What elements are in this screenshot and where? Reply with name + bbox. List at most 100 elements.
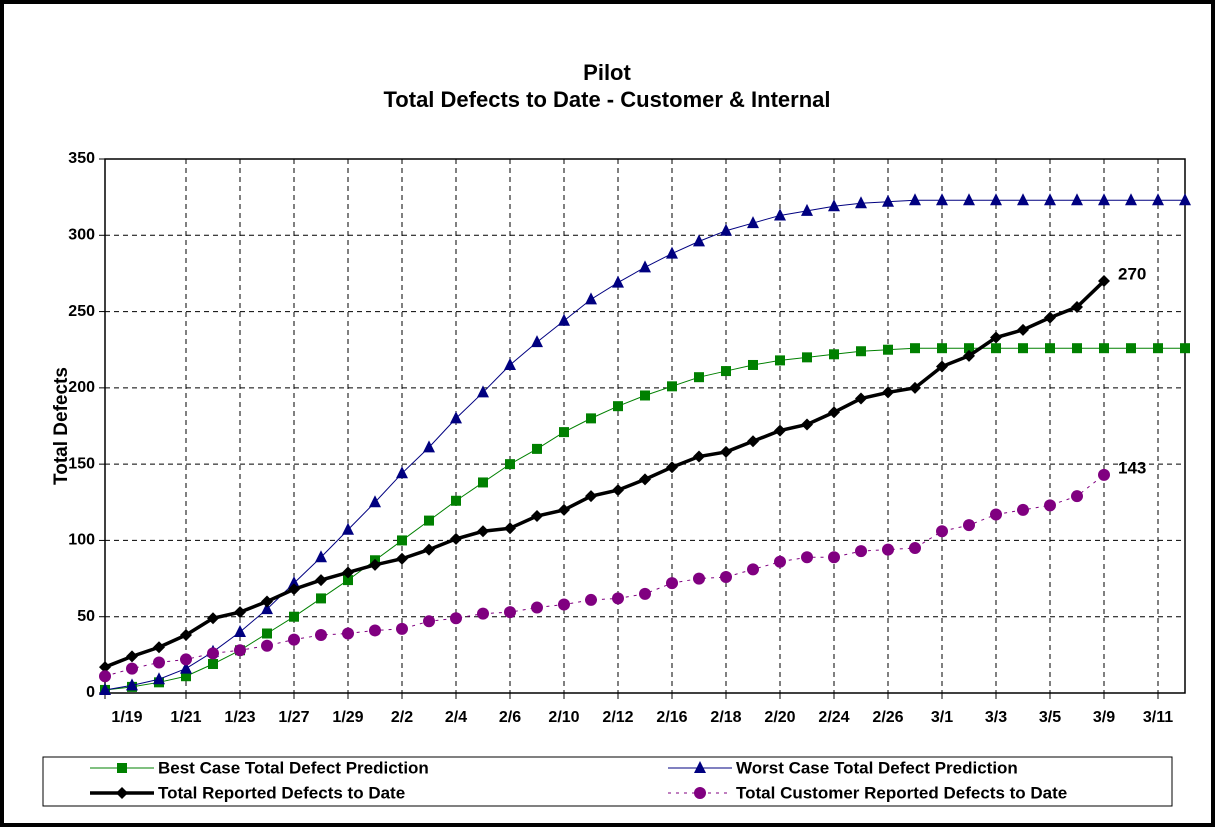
data-point [208, 659, 218, 670]
legend-box [42, 756, 1173, 807]
data-point [720, 571, 732, 584]
data-point [963, 349, 975, 362]
data-point [181, 671, 191, 682]
data-point [153, 656, 165, 669]
y-tick-label: 150 [68, 455, 95, 472]
data-point [828, 199, 840, 212]
x-tick-label: 3/11 [1143, 709, 1173, 726]
data-point [234, 606, 246, 619]
data-point [990, 193, 1002, 206]
data-point [451, 495, 461, 506]
data-point [666, 461, 678, 474]
data-label: 270 [1118, 265, 1146, 284]
x-tick-label: 1/19 [111, 709, 142, 726]
x-tick-label: 2/4 [445, 709, 467, 726]
data-point [369, 495, 381, 508]
data-point [126, 650, 138, 663]
data-point [612, 275, 624, 288]
data-point [531, 601, 543, 614]
data-point [694, 372, 704, 383]
chart-subtitle: Total Defects to Date - Customer & Inter… [384, 87, 831, 112]
data-point [477, 607, 489, 620]
plot-border [104, 158, 1186, 694]
data-point [1017, 503, 1029, 516]
data-point [612, 592, 624, 605]
data-point [261, 595, 273, 608]
data-point [477, 385, 489, 398]
y-tick-label: 250 [68, 303, 95, 320]
data-point [612, 484, 624, 497]
data-point [828, 406, 840, 419]
data-point [1044, 311, 1056, 324]
data-point [1179, 193, 1191, 206]
data-point [1071, 300, 1083, 313]
data-point [234, 624, 246, 637]
data-point [666, 246, 678, 259]
x-tick-label: 1/21 [170, 709, 201, 726]
data-point [342, 522, 354, 535]
data-point [504, 357, 516, 370]
data-point [315, 550, 327, 563]
data-point [1017, 323, 1029, 336]
data-point [532, 443, 542, 454]
data-point [288, 583, 300, 596]
data-point [855, 392, 867, 405]
legend-marker [116, 787, 128, 799]
data-point [477, 525, 489, 538]
data-point [720, 445, 732, 458]
x-tick-label: 2/26 [872, 709, 903, 726]
data-point [801, 418, 813, 431]
data-point [963, 193, 975, 206]
data-point [450, 411, 462, 424]
data-point [1071, 490, 1083, 503]
data-point [666, 577, 678, 590]
x-tick-label: 2/2 [391, 709, 413, 726]
data-point [288, 576, 300, 589]
data-point [342, 566, 354, 579]
data-point [909, 193, 921, 206]
data-point [99, 670, 111, 683]
data-point [450, 612, 462, 625]
data-point [558, 313, 570, 326]
data-point [99, 682, 111, 695]
y-axis-label: Total Defects [51, 367, 72, 485]
data-point [505, 459, 515, 470]
data-point [180, 661, 192, 674]
data-point [369, 558, 381, 571]
data-point [747, 216, 759, 229]
data-label: 143 [1118, 458, 1146, 477]
data-point [1045, 343, 1055, 354]
data-point [1125, 193, 1137, 206]
data-point [1152, 193, 1164, 206]
data-point [261, 602, 273, 615]
data-point [450, 532, 462, 545]
x-tick-label: 3/5 [1039, 709, 1061, 726]
data-point [234, 644, 246, 657]
data-point [531, 510, 543, 523]
data-point [315, 629, 327, 642]
data-point [990, 508, 1002, 521]
data-point [883, 344, 893, 355]
plot-area [105, 159, 1185, 693]
data-point [693, 572, 705, 585]
data-point [423, 543, 435, 556]
data-point [531, 335, 543, 348]
data-point [478, 477, 488, 488]
data-point [721, 366, 731, 377]
data-point [855, 545, 867, 558]
x-tick-label: 1/29 [332, 709, 363, 726]
data-point [774, 424, 786, 437]
data-point [882, 194, 894, 207]
data-point [1017, 193, 1029, 206]
data-point [1071, 193, 1083, 206]
data-point [424, 515, 434, 526]
data-point [1099, 343, 1109, 354]
data-point [559, 427, 569, 438]
data-point [774, 555, 786, 568]
data-point [369, 624, 381, 637]
data-point [936, 193, 948, 206]
data-point [856, 346, 866, 357]
data-point [990, 331, 1002, 344]
x-tick-label: 3/3 [985, 709, 1007, 726]
data-point [774, 208, 786, 221]
